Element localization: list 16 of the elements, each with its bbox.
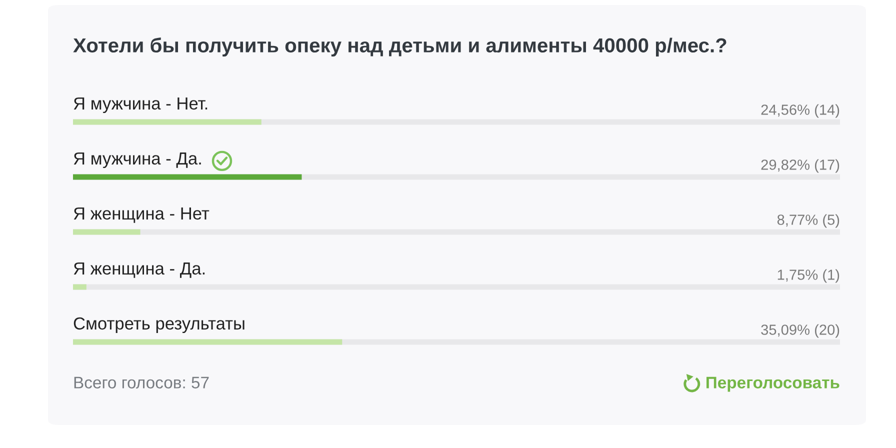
y-tick-label: Я женщина - Да. (74, 262, 205, 278)
y-tick-label: Смотреть результаты (74, 317, 244, 334)
chart-title: Хотели бы получить опеку над детьми и алименты 40000 р/мес.? (73, 38, 726, 56)
data-label: 8,77% (5) (777, 214, 840, 228)
data-label: 1,75% (1) (778, 269, 840, 283)
y-tick-label: Я мужчина - Да. (74, 152, 201, 168)
bar (73, 229, 140, 235)
y-tick-label: Я мужчина - Нет. (74, 97, 208, 114)
data-label: 29,82% (17) (761, 159, 840, 173)
text: Переголосовать (706, 376, 840, 392)
y-tick-label: Я женщина - Нет (74, 207, 210, 223)
text: Всего голосов: 57 (74, 376, 209, 388)
bar (73, 284, 86, 290)
data-label: 24,56% (14) (761, 104, 840, 118)
bar (73, 119, 262, 125)
data-label: 35,09% (20) (761, 324, 840, 338)
